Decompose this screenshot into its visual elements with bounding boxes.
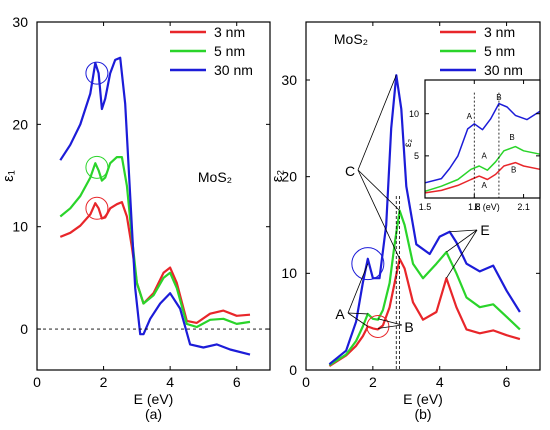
series-line-3nm: [328, 257, 521, 368]
inset-peak-label: A: [481, 181, 487, 190]
inset-background: [425, 80, 540, 198]
x-tick-label: 6: [233, 374, 241, 390]
x-tick-label: 1.8: [468, 202, 481, 212]
pointer-line: [357, 169, 400, 211]
pointer-line: [347, 263, 369, 314]
inset-peak-label: A: [467, 112, 473, 121]
y-tick-label: 10: [281, 265, 297, 281]
legend-label: 30 nm: [484, 62, 523, 78]
annotation-material: MoS₂: [334, 31, 368, 47]
x-axis-label: E (eV): [474, 202, 500, 212]
pointer-line: [377, 318, 403, 326]
y-tick-label: 0: [20, 321, 28, 337]
inset-peak-label: A: [481, 151, 487, 160]
series-line-5nm: [424, 145, 541, 193]
pointer-line: [357, 75, 397, 171]
peak-label-C: C: [345, 163, 355, 179]
panel-label: (a): [145, 406, 162, 422]
inset-peak-label: B: [509, 133, 514, 142]
inset-peak-label: B: [511, 166, 516, 175]
pointer-line: [377, 324, 403, 329]
pointer-line: [347, 312, 369, 327]
x-tick-label: 0: [302, 374, 310, 390]
pointer-line: [357, 169, 400, 260]
y-tick-label: 10: [409, 109, 419, 119]
y-tick-label: 30: [12, 14, 28, 30]
highlight-circle: [85, 61, 109, 85]
peak-label-B: B: [404, 319, 413, 335]
x-tick-label: 1.5: [419, 202, 432, 212]
plot-frame: [424, 79, 541, 199]
x-axis-label: E (eV): [403, 391, 443, 407]
pointer-line: [449, 229, 478, 233]
plot-frame: [36, 21, 271, 371]
pointer-line: [446, 229, 478, 253]
x-tick-label: 4: [166, 374, 174, 390]
highlight-circle: [85, 155, 109, 179]
y-axis-label: ε₂: [269, 170, 286, 183]
y-tick-label: 5: [414, 151, 419, 161]
y-axis-label: ε₁: [0, 170, 17, 182]
y-tick-label: 30: [281, 72, 297, 88]
peak-label-E: E: [480, 222, 489, 238]
legend-label: 5 nm: [484, 43, 515, 59]
y-tick-label: 20: [281, 169, 297, 185]
x-tick-label: 2.1: [517, 202, 530, 212]
series-line-3nm: [424, 161, 541, 194]
y-tick-label: 10: [12, 219, 28, 235]
inset-panel: 1.5 1.8 2.1 5 10 E (eV) ε₂: [403, 79, 541, 212]
x-tick-label: 2: [100, 374, 108, 390]
series-line-3nm: [59, 201, 251, 324]
x-axis-label: E (eV): [134, 391, 174, 407]
series-line-5nm: [328, 209, 521, 367]
panel-label: (b): [414, 406, 431, 422]
legend-label: 30 nm: [214, 62, 253, 78]
y-axis-label: ε₂: [403, 139, 414, 147]
y-tick-label: 20: [12, 116, 28, 132]
series-line-30nm: [59, 56, 251, 356]
inset-peak-label: B: [496, 93, 501, 102]
x-tick-label: 0: [33, 374, 41, 390]
legend-label: 3 nm: [484, 24, 515, 40]
legend-label: 5 nm: [214, 43, 245, 59]
highlight-circle: [85, 196, 109, 220]
pointer-line: [347, 312, 368, 315]
highlight-circle: [351, 247, 385, 281]
series-line-30nm: [424, 102, 541, 184]
legend-label: 3 nm: [214, 24, 245, 40]
annotation-material: MoS₂: [198, 169, 232, 185]
panel-a: 0 2 4 6 0 10 20 30 E (eV)(a) ε₁ 3 nm 5 nm 30 nm MoS₂: [0, 14, 271, 422]
pointer-line: [446, 229, 478, 279]
y-tick-label: 0: [289, 362, 297, 378]
x-tick-label: 4: [436, 374, 444, 390]
x-tick-label: 2: [369, 374, 377, 390]
x-tick-label: 6: [503, 374, 511, 390]
peak-label-A: A: [335, 306, 345, 322]
